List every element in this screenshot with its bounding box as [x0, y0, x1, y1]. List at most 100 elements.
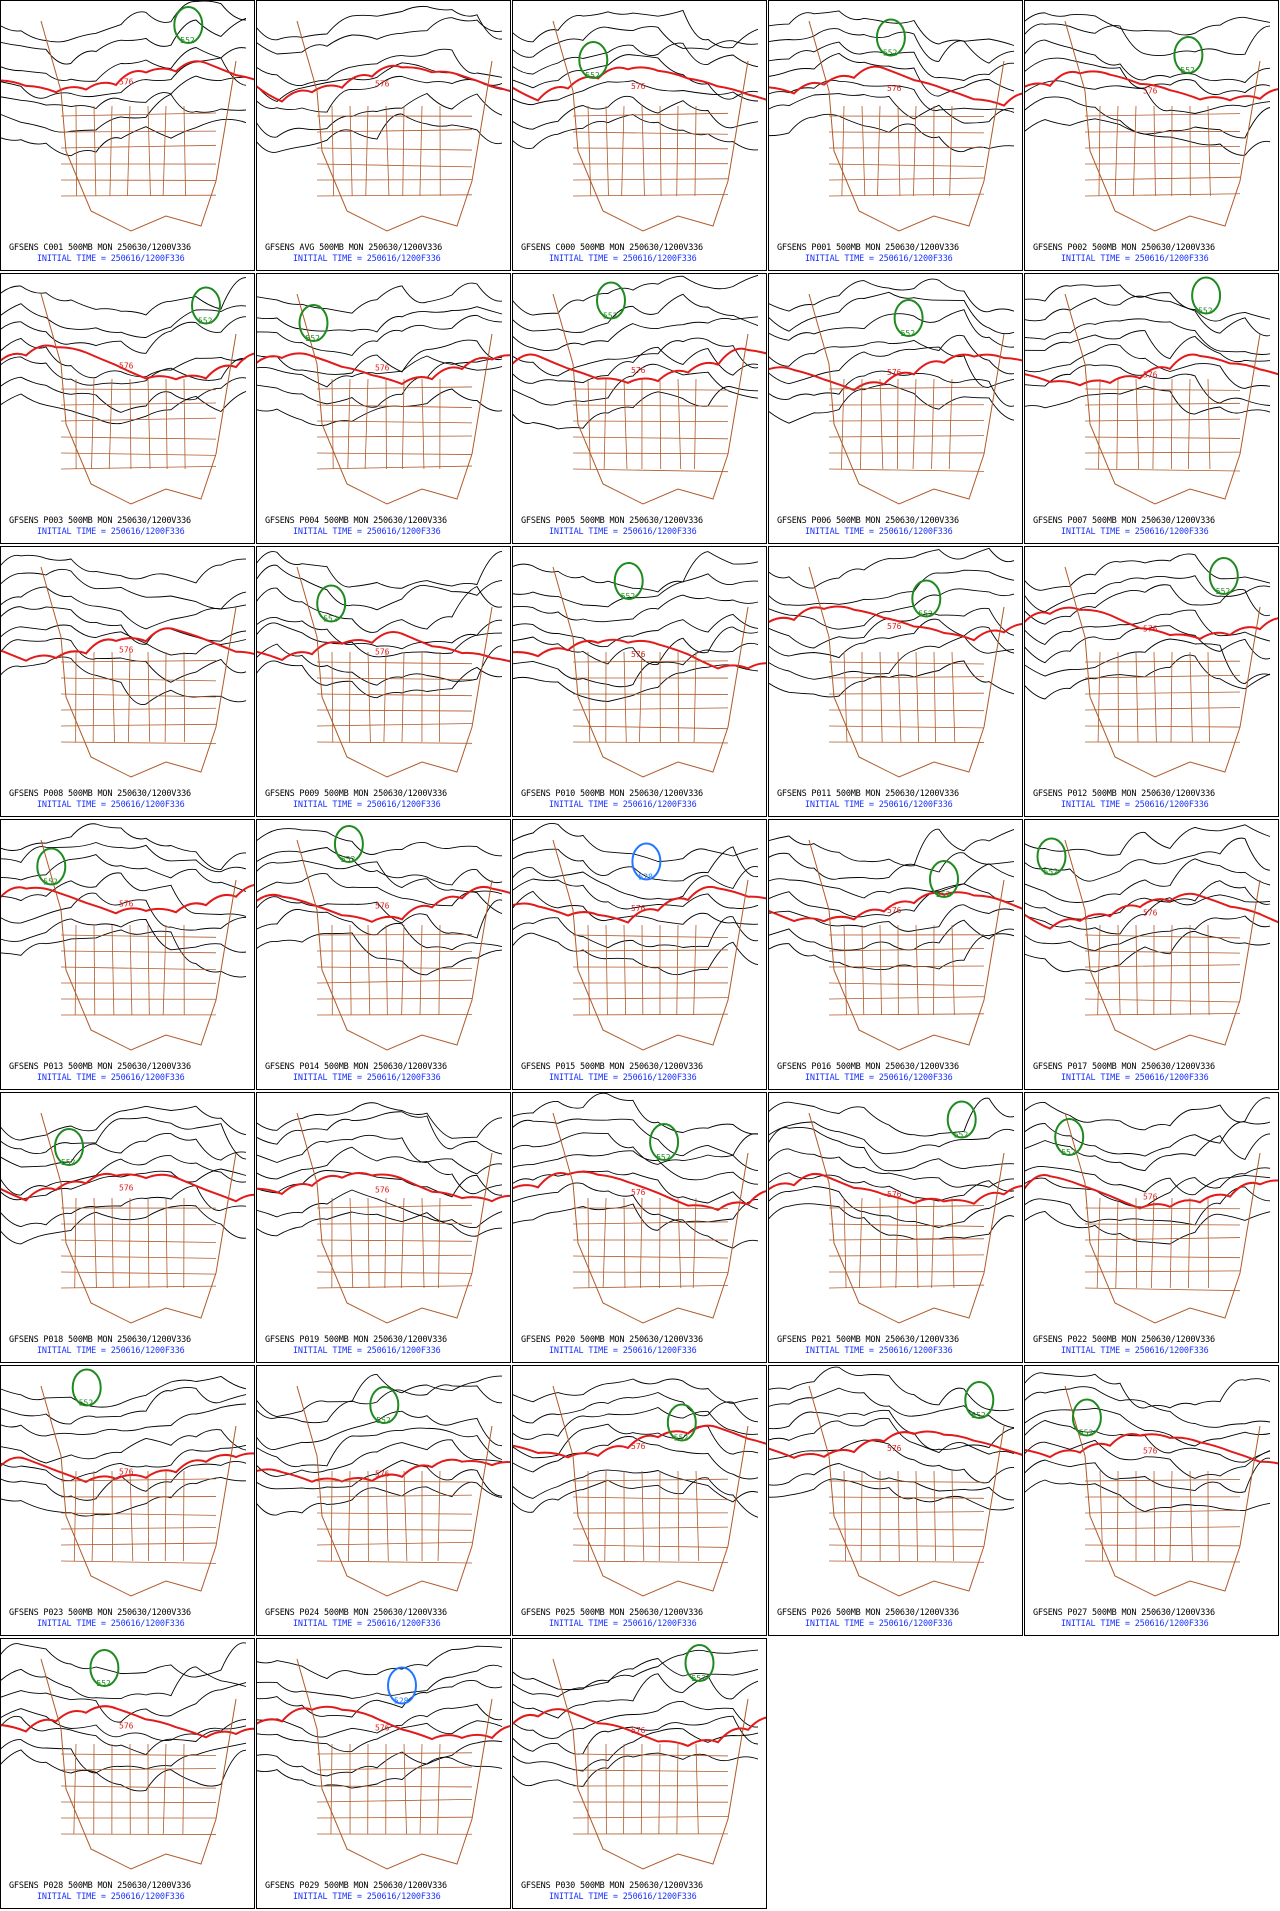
contour-576-line — [257, 1705, 510, 1741]
height-contour — [513, 293, 759, 333]
height-contour — [1, 1429, 247, 1464]
height-contour — [1025, 575, 1271, 613]
panel-initial-time: INITIAL TIME = 250616/1200F336 — [37, 254, 185, 264]
height-contour — [1, 17, 247, 65]
height-contour-map: 576 528 — [513, 822, 766, 1051]
height-contour — [257, 828, 503, 857]
height-contour — [257, 564, 503, 611]
state-borders — [552, 1658, 749, 1870]
height-contour — [1, 356, 247, 386]
contour-576-label: 576 — [119, 1468, 134, 1477]
panel-initial-time: INITIAL TIME = 250616/1200F336 — [549, 1346, 697, 1356]
low-contour-label: 552 — [883, 49, 898, 58]
ensemble-panel: 576 552 GFSENS P028 500MB MON 250630/1200V… — [0, 1638, 255, 1909]
ensemble-panel: 576 552 GFSENS P011 500MB MON 250630/1200V… — [768, 546, 1023, 817]
low-contour — [1173, 36, 1204, 74]
height-contour — [769, 588, 1015, 630]
contour-576-line — [513, 347, 766, 384]
state-borders — [40, 1112, 237, 1324]
low-contour-label: 552 — [198, 317, 213, 326]
height-contour — [769, 1409, 1015, 1451]
height-contour — [769, 1172, 1015, 1202]
low-contour-label: 552 — [603, 312, 618, 321]
height-contour — [769, 919, 1015, 951]
height-contour — [1, 118, 247, 157]
panel-initial-time: INITIAL TIME = 250616/1200F336 — [293, 1073, 441, 1083]
height-contour-map: 576 552 — [769, 10, 1022, 232]
contour-576-label: 576 — [887, 622, 902, 631]
contour-576-line — [257, 885, 510, 923]
ensemble-panel: 576 552 GFSENS P023 500MB MON 250630/1200V… — [0, 1365, 255, 1636]
ensemble-panel: 576 552 GFSENS P002 500MB MON 250630/1200V… — [1024, 0, 1279, 271]
panel-title: GFSENS P017 500MB MON 250630/1200V336 — [1033, 1062, 1215, 1072]
height-contour-map: 576 552 — [1025, 1097, 1278, 1324]
height-contour — [513, 626, 759, 666]
height-contour — [513, 822, 759, 862]
low-contour — [1054, 1118, 1085, 1156]
height-contour — [1, 47, 247, 82]
panel-initial-time: INITIAL TIME = 250616/1200F336 — [1061, 1073, 1209, 1083]
contour-576-line — [1025, 70, 1278, 102]
low-contour-label: 528 — [394, 1697, 409, 1706]
state-borders — [808, 1112, 1005, 1324]
height-contour — [1025, 609, 1271, 646]
panel-initial-time: INITIAL TIME = 250616/1200F336 — [805, 1346, 953, 1356]
ensemble-panel: 576 552 GFSENS P001 500MB MON 250630/1200V… — [768, 0, 1023, 271]
ensemble-panel: 576 552 GFSENS P006 500MB MON 250630/1200V… — [768, 273, 1023, 544]
contour-576-line — [1025, 1174, 1278, 1210]
height-contour — [513, 642, 759, 688]
height-contour — [1025, 1407, 1271, 1447]
height-contour — [257, 1720, 503, 1753]
height-contour-map: 576 552 — [1, 1, 254, 232]
height-contour — [769, 28, 1015, 64]
low-contour — [893, 299, 924, 337]
height-contour — [1, 93, 247, 133]
panel-title: GFSENS P027 500MB MON 250630/1200V336 — [1033, 1608, 1215, 1618]
height-contour — [769, 1463, 1015, 1501]
ensemble-panel: 576 GFSENS AVG 500MB MON 250630/1200V336 I… — [256, 0, 511, 271]
height-contour-map: 576 — [1, 554, 254, 778]
height-contour — [769, 1387, 1015, 1429]
height-contour — [257, 388, 503, 426]
contour-576-line — [1, 884, 254, 915]
contour-576-line — [1, 1172, 254, 1203]
low-contour-label: 552 — [341, 855, 356, 864]
panel-title: GFSENS P010 500MB MON 250630/1200V336 — [521, 789, 703, 799]
panel-title: GFSENS P012 500MB MON 250630/1200V336 — [1033, 789, 1215, 799]
low-contour-label: 552 — [1180, 66, 1195, 75]
height-contour-map: 576 — [257, 5, 510, 232]
height-contour — [769, 10, 1015, 46]
ensemble-panel: 576 528 GFSENS P029 500MB MON 250630/1200V… — [256, 1638, 511, 1909]
panel-initial-time: INITIAL TIME = 250616/1200F336 — [293, 800, 441, 810]
height-contour — [1, 929, 247, 978]
contour-576-label: 576 — [375, 902, 390, 911]
panel-title: GFSENS P002 500MB MON 250630/1200V336 — [1033, 243, 1215, 253]
height-contour — [1025, 915, 1271, 952]
contour-576-line — [1, 344, 254, 381]
height-contour-map: 576 552 — [1, 1642, 254, 1870]
contour-576-label: 576 — [119, 646, 134, 655]
height-contour — [257, 306, 503, 333]
height-contour — [1, 892, 247, 931]
height-contour — [1025, 553, 1271, 591]
height-contour — [513, 274, 759, 316]
panel-initial-time: INITIAL TIME = 250616/1200F336 — [37, 527, 185, 537]
contour-576-label: 576 — [119, 900, 134, 909]
state-borders — [40, 1385, 237, 1597]
contour-576-line — [257, 1458, 510, 1483]
panel-title: GFSENS P023 500MB MON 250630/1200V336 — [9, 1608, 191, 1618]
state-borders — [40, 1658, 237, 1870]
height-contour — [1025, 1439, 1271, 1479]
contour-576-label: 576 — [119, 1184, 134, 1193]
height-contour — [257, 859, 503, 895]
panel-title: GFSENS P021 500MB MON 250630/1200V336 — [777, 1335, 959, 1345]
height-contour — [1025, 1479, 1271, 1513]
height-contour — [1, 1387, 247, 1425]
ensemble-panel: 576 552 GFSENS P030 500MB MON 250630/1200V… — [512, 1638, 767, 1909]
height-contour — [1, 1105, 247, 1141]
contour-576-line — [769, 1172, 1022, 1205]
panel-title: GFSENS P003 500MB MON 250630/1200V336 — [9, 516, 191, 526]
height-contour — [513, 26, 759, 58]
state-borders — [552, 293, 749, 505]
ensemble-panel: 576 552 GFSENS P022 500MB MON 250630/1200V… — [1024, 1092, 1279, 1363]
